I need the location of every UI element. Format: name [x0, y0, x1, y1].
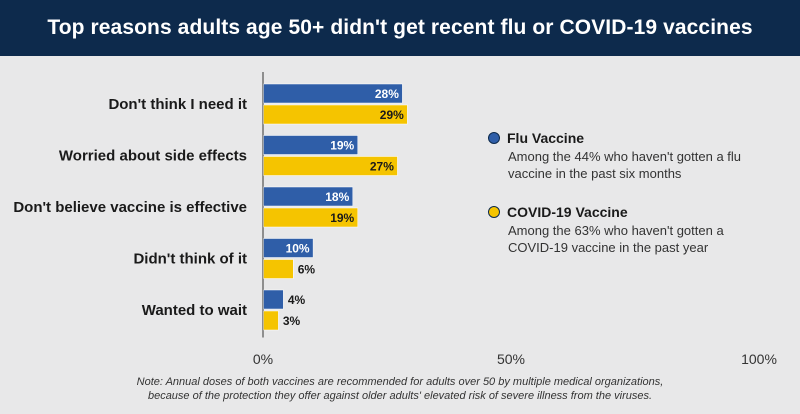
value-label-flu-vaccine-don-t-think-i-need-it: 28%	[375, 87, 399, 101]
value-label-flu-vaccine-didn-t-think-of-it: 10%	[286, 242, 310, 256]
x-tick-label-0: 0%	[253, 351, 273, 367]
legend-covid-desc: Among the 63% who haven't gotten a COVID…	[508, 223, 724, 255]
bar-covid-19-vaccine-wanted-to-wait	[263, 310, 279, 331]
x-tick-label-50: 50%	[497, 351, 525, 367]
chart-title: Top reasons adults age 50+ didn't get re…	[47, 16, 753, 39]
legend-flu-swatch	[488, 132, 500, 144]
bar-flu-vaccine-don-t-think-i-need-it	[263, 83, 403, 104]
legend-flu: Flu Vaccine Among the 44% who haven't go…	[488, 130, 748, 182]
footnote-line-1: Note: Annual doses of both vaccines are …	[136, 376, 664, 388]
footnote: Note: Annual doses of both vaccines are …	[0, 375, 800, 403]
bar-covid-19-vaccine-didn-t-think-of-it	[263, 259, 294, 279]
chart-title-banner: Top reasons adults age 50+ didn't get re…	[0, 0, 800, 56]
legend-covid-swatch	[488, 206, 500, 218]
value-label-covid-19-vaccine-don-t-believe-vaccine-is-effective: 19%	[330, 211, 354, 225]
bar-covid-19-vaccine-worried-about-side-effects	[263, 156, 398, 176]
legend-covid-name: COVID-19 Vaccine	[507, 204, 628, 220]
bar-covid-19-vaccine-don-t-think-i-need-it	[263, 104, 408, 125]
value-label-covid-19-vaccine-didn-t-think-of-it: 6%	[298, 263, 316, 277]
category-label-don-t-think-i-need-it: Don't think I need it	[108, 96, 247, 113]
legend-covid: COVID-19 Vaccine Among the 63% who haven…	[488, 204, 748, 256]
value-label-flu-vaccine-don-t-believe-vaccine-is-effective: 18%	[325, 190, 349, 204]
legend-flu-name: Flu Vaccine	[507, 130, 585, 146]
bar-covid-19-vaccine-don-t-believe-vaccine-is-effective	[263, 207, 358, 228]
bar-flu-vaccine-wanted-to-wait	[263, 289, 284, 310]
value-label-covid-19-vaccine-don-t-think-i-need-it: 29%	[380, 108, 404, 122]
x-tick-label-100: 100%	[741, 351, 777, 367]
category-label-don-t-believe-vaccine-is-effective: Don't believe vaccine is effective	[13, 199, 247, 216]
value-label-covid-19-vaccine-wanted-to-wait: 3%	[283, 314, 301, 328]
category-label-worried-about-side-effects: Worried about side effects	[59, 148, 247, 165]
category-label-wanted-to-wait: Wanted to wait	[142, 302, 247, 319]
bar-flu-vaccine-didn-t-think-of-it	[263, 238, 314, 258]
value-label-flu-vaccine-wanted-to-wait: 4%	[288, 293, 306, 307]
bar-flu-vaccine-don-t-believe-vaccine-is-effective	[263, 186, 354, 207]
category-label-didn-t-think-of-it: Didn't think of it	[133, 251, 247, 268]
legend-flu-desc: Among the 44% who haven't gotten a flu v…	[508, 149, 742, 181]
value-label-flu-vaccine-worried-about-side-effects: 19%	[330, 139, 354, 153]
bar-flu-vaccine-worried-about-side-effects	[263, 135, 358, 155]
value-label-covid-19-vaccine-worried-about-side-effects: 27%	[370, 160, 394, 174]
footnote-line-2: because of the protection they offer aga…	[147, 390, 653, 402]
